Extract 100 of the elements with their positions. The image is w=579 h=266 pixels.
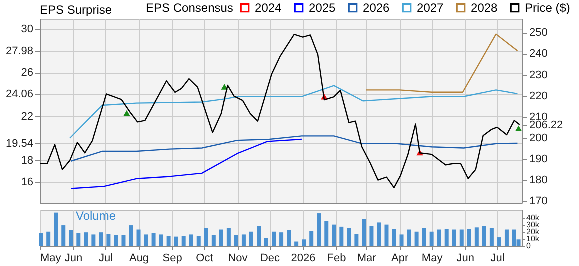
x-tick-label: 2026 xyxy=(291,252,316,264)
x-tick-label: Nov xyxy=(228,252,248,264)
bar xyxy=(422,228,426,246)
legend-title: EPS Consensus xyxy=(146,1,234,15)
legend-label: 2028 xyxy=(471,1,498,16)
y-tick-label: 0 xyxy=(526,242,532,250)
bar xyxy=(46,232,51,246)
bar xyxy=(317,214,322,246)
x-tick-label: Jul xyxy=(490,252,505,264)
y2-tick-label: 240 xyxy=(530,48,548,60)
bar xyxy=(212,235,216,246)
bar xyxy=(482,226,486,246)
bar xyxy=(39,233,44,246)
legend-label: 2025 xyxy=(309,1,336,16)
bar xyxy=(437,230,442,246)
bar xyxy=(280,232,284,246)
bar xyxy=(460,230,464,246)
x-tick-label: Jun xyxy=(456,252,474,264)
bar xyxy=(324,221,329,246)
bar xyxy=(287,230,292,246)
bar xyxy=(182,236,186,246)
bar xyxy=(174,236,178,246)
bar xyxy=(370,226,374,246)
legend-label: 2024 xyxy=(255,1,282,16)
y-tick-label: 24.06 xyxy=(6,88,34,100)
line-series xyxy=(70,136,518,162)
bar xyxy=(166,236,171,246)
x-tick-label: Jun xyxy=(64,252,83,264)
chart-title: EPS Surprise xyxy=(40,3,112,17)
bar xyxy=(62,226,66,246)
bar xyxy=(347,228,352,246)
x-tick-label: Mar xyxy=(357,252,377,264)
bar xyxy=(189,234,194,246)
bar xyxy=(136,230,141,246)
y-tick-label: 18 xyxy=(21,154,34,167)
bar xyxy=(384,224,389,246)
y2-tick-label: 180 xyxy=(530,174,548,187)
x-tick-label: Apr xyxy=(392,252,410,264)
x-tick-label: Dec xyxy=(260,252,281,264)
line-series xyxy=(366,34,518,93)
bar xyxy=(152,233,156,246)
bar xyxy=(407,230,412,246)
bar xyxy=(204,228,208,246)
bar xyxy=(249,232,254,246)
bar xyxy=(497,238,502,246)
y-tick-label: 30 xyxy=(21,23,34,36)
bar xyxy=(122,235,126,246)
bar xyxy=(414,232,419,246)
chart-title: Volume xyxy=(76,209,116,223)
point xyxy=(221,84,228,90)
y2-tick-label: 206.22 xyxy=(530,119,564,132)
bar xyxy=(302,240,306,246)
legend-label: 2027 xyxy=(417,1,444,16)
y2-tick-label: 170 xyxy=(530,196,548,208)
bar xyxy=(377,222,382,246)
x-tick-label: Oct xyxy=(196,252,214,264)
bar xyxy=(99,232,104,246)
y2-tick-label: 220 xyxy=(530,90,548,102)
y-tick-label: 22 xyxy=(21,110,34,123)
bar xyxy=(219,230,224,246)
bar xyxy=(106,234,111,246)
bar xyxy=(92,234,96,246)
y2-tick-label: 250 xyxy=(530,27,548,40)
bar xyxy=(504,230,509,246)
x-tick-label: Aug xyxy=(129,252,150,264)
bar xyxy=(400,234,404,246)
y2-tick-label: 190 xyxy=(530,154,548,166)
bar xyxy=(144,234,148,246)
point xyxy=(515,126,522,132)
bar xyxy=(272,232,276,246)
x-tick-label: May xyxy=(40,252,62,264)
y-tick-label: 16 xyxy=(21,176,34,189)
y2-tick-label: 200 xyxy=(530,132,548,144)
bar xyxy=(294,242,299,246)
x-tick-label: Jul xyxy=(98,252,114,264)
x-tick-label: Feb xyxy=(327,252,346,264)
bar xyxy=(430,232,434,246)
bar xyxy=(114,235,118,246)
legend-label: 2026 xyxy=(363,1,390,16)
y-tick-label: 30k xyxy=(526,220,540,230)
y-tick-label: 19.54 xyxy=(6,138,34,150)
bar xyxy=(264,238,269,246)
bar xyxy=(354,234,359,246)
line-series xyxy=(70,138,303,190)
bar xyxy=(490,228,494,246)
y-tick-label: 10k xyxy=(526,234,540,244)
bar xyxy=(242,234,246,246)
bar xyxy=(340,226,344,246)
bar xyxy=(196,236,201,246)
bar xyxy=(159,234,164,246)
legend-label: Price ($) xyxy=(525,1,570,16)
bar xyxy=(392,229,396,246)
bar xyxy=(84,232,88,246)
y-tick-label: 20k xyxy=(526,227,540,236)
y-tick-label: 27.98 xyxy=(6,45,34,58)
bar xyxy=(467,229,472,246)
bar xyxy=(444,229,449,246)
bar xyxy=(226,228,231,246)
point xyxy=(124,110,130,116)
line-series xyxy=(69,85,518,139)
